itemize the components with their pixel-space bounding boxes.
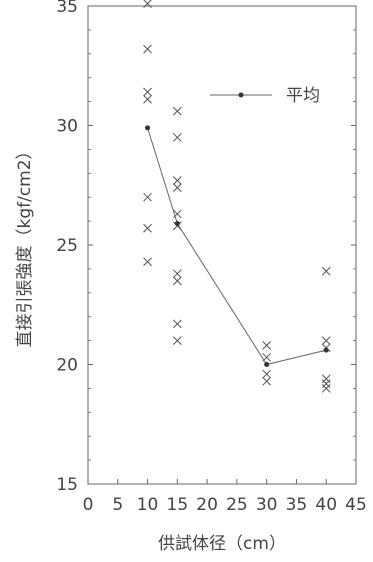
x-stroke <box>172 176 182 185</box>
data-point-x <box>321 266 331 276</box>
data-point-x <box>143 0 152 8</box>
x-stroke <box>143 257 152 267</box>
x-stroke <box>143 192 152 202</box>
x-stroke <box>143 223 152 233</box>
average-polyline <box>147 127 327 366</box>
legend-label: 平均 <box>286 86 320 106</box>
x-tick-label: 35 <box>286 495 308 515</box>
data-point-x <box>143 87 152 97</box>
y-tick-label: 20 <box>56 356 78 376</box>
y-tick-label: 25 <box>56 236 78 256</box>
data-point-x <box>172 336 182 345</box>
average-point <box>264 362 270 367</box>
scatter-marks <box>143 0 331 393</box>
x-stroke <box>172 133 182 142</box>
x-stroke <box>262 376 272 386</box>
data-point-x <box>172 133 182 142</box>
average-point <box>174 220 180 226</box>
data-point-x <box>143 94 152 104</box>
legend-dot-marker <box>238 92 244 98</box>
x-stroke <box>143 44 152 54</box>
data-point-x <box>321 336 331 345</box>
data-point-x <box>172 269 182 279</box>
data-point-x <box>172 319 182 329</box>
data-point-x <box>172 276 182 286</box>
x-tick-label: 30 <box>256 495 278 515</box>
average-point <box>323 347 329 353</box>
x-tick-label: 25 <box>226 495 248 515</box>
y-tick-label: 15 <box>56 475 78 495</box>
x-stroke <box>172 319 182 329</box>
data-point-x <box>143 44 152 54</box>
x-stroke <box>172 183 182 192</box>
y-tick-label: 30 <box>56 117 78 137</box>
average-point <box>145 125 151 131</box>
data-point-x <box>262 341 272 350</box>
x-stroke <box>172 106 182 116</box>
x-stroke <box>143 94 152 104</box>
x-stroke <box>321 384 331 393</box>
data-point-x <box>321 374 331 384</box>
y-tick-label: 35 <box>56 0 78 17</box>
data-point-x <box>143 192 152 202</box>
x-stroke <box>262 341 272 350</box>
data-point-x <box>321 384 331 393</box>
x-stroke <box>172 336 182 345</box>
x-tick-label: 5 <box>112 495 123 515</box>
x-stroke <box>321 266 331 276</box>
data-point-x <box>262 376 272 386</box>
x-axis-ticks: 0 5 10 15 20 25 30 35 40 45 <box>83 479 367 515</box>
data-point-x <box>321 379 331 388</box>
x-axis-label: 供試体径（cm） <box>158 534 286 554</box>
average-line <box>145 125 329 367</box>
x-tick-label: 20 <box>196 495 218 515</box>
plot-border <box>87 5 357 485</box>
y-axis-ticks: 15 20 25 30 35 <box>56 0 356 495</box>
data-point-x <box>172 176 182 185</box>
data-point-x <box>143 257 152 267</box>
x-tick-label: 45 <box>345 495 367 515</box>
data-point-x <box>172 183 182 192</box>
x-stroke <box>321 336 331 345</box>
x-tick-label: 40 <box>315 495 337 515</box>
legend: 平均 <box>210 86 320 106</box>
plot-frame <box>87 5 357 485</box>
data-point-x <box>143 223 152 233</box>
x-stroke <box>143 87 152 97</box>
x-tick-label: 15 <box>167 495 189 515</box>
x-stroke <box>172 276 182 286</box>
x-tick-label: 10 <box>137 495 159 515</box>
x-stroke <box>143 0 152 8</box>
x-stroke <box>262 369 272 379</box>
data-point-x <box>262 369 272 379</box>
y-axis-label: 直接引張強度（kgf/cm2） <box>15 142 35 347</box>
x-tick-label: 0 <box>83 495 94 515</box>
x-stroke <box>172 269 182 279</box>
data-point-x <box>172 106 182 116</box>
